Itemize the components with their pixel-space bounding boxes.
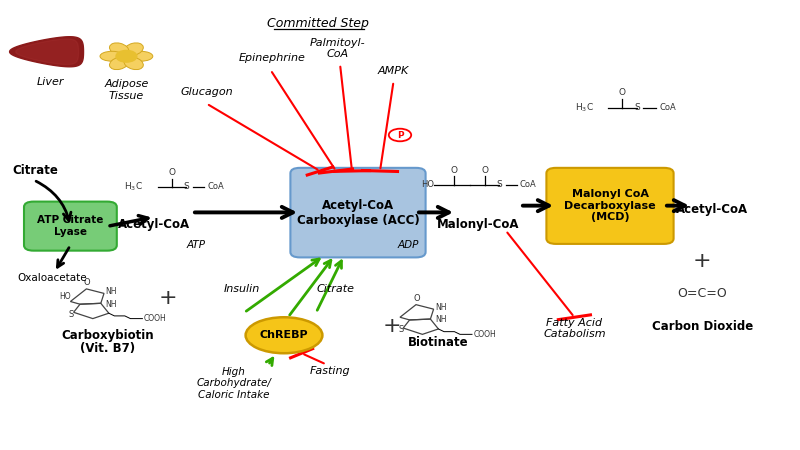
- Ellipse shape: [124, 57, 143, 70]
- Text: HO: HO: [58, 292, 70, 301]
- Ellipse shape: [110, 43, 129, 56]
- Text: NH: NH: [435, 315, 446, 324]
- Text: CoA: CoA: [207, 182, 224, 191]
- Text: $\mathregular{H_3C}$: $\mathregular{H_3C}$: [124, 180, 143, 193]
- Text: Malonyl CoA
Decarboxylase
(MCD): Malonyl CoA Decarboxylase (MCD): [564, 189, 656, 222]
- Text: O: O: [169, 168, 175, 177]
- Text: Citrate: Citrate: [317, 284, 355, 294]
- Text: O: O: [482, 166, 488, 175]
- Text: Epinephrine: Epinephrine: [238, 53, 306, 63]
- Text: Citrate: Citrate: [12, 164, 58, 176]
- Text: $\mathregular{H_3C}$: $\mathregular{H_3C}$: [574, 102, 594, 114]
- Circle shape: [116, 50, 137, 62]
- Text: CoA: CoA: [659, 104, 676, 112]
- FancyBboxPatch shape: [24, 202, 117, 251]
- Text: HO: HO: [422, 180, 434, 189]
- Ellipse shape: [124, 43, 143, 56]
- Text: S: S: [183, 182, 190, 191]
- Text: +: +: [693, 251, 712, 271]
- Text: Fatty Acid
Catabolism: Fatty Acid Catabolism: [543, 318, 606, 339]
- Text: Fasting: Fasting: [310, 366, 350, 376]
- Text: O: O: [619, 88, 626, 97]
- Text: Liver: Liver: [37, 77, 64, 87]
- Text: O: O: [84, 278, 90, 287]
- Text: Oxaloacetate: Oxaloacetate: [18, 273, 87, 283]
- Text: Acetyl-CoA
Carboxylase (ACC): Acetyl-CoA Carboxylase (ACC): [297, 198, 419, 227]
- Ellipse shape: [100, 51, 124, 61]
- Text: +: +: [382, 316, 402, 336]
- Circle shape: [389, 129, 411, 141]
- Text: S: S: [69, 310, 74, 319]
- FancyBboxPatch shape: [290, 168, 426, 257]
- Text: Biotinate: Biotinate: [408, 336, 469, 348]
- Text: O: O: [451, 166, 458, 175]
- Text: (Vit. B7): (Vit. B7): [81, 342, 135, 355]
- Text: COOH: COOH: [474, 330, 496, 339]
- Text: NH: NH: [106, 300, 117, 309]
- Text: ATP Citrate
Lyase: ATP Citrate Lyase: [38, 215, 103, 237]
- Polygon shape: [16, 39, 78, 64]
- Text: Acetyl-CoA: Acetyl-CoA: [676, 203, 748, 216]
- Text: ATP: ATP: [186, 240, 206, 250]
- FancyBboxPatch shape: [546, 168, 674, 244]
- Ellipse shape: [246, 317, 322, 353]
- Ellipse shape: [110, 57, 129, 70]
- Text: +: +: [158, 288, 178, 308]
- Text: Committed Step: Committed Step: [267, 17, 370, 30]
- Text: Carboxybiotin: Carboxybiotin: [62, 329, 154, 342]
- Text: CoA: CoA: [520, 180, 537, 189]
- Text: Palmitoyl-
CoA: Palmitoyl- CoA: [310, 38, 366, 59]
- Polygon shape: [10, 37, 83, 67]
- Text: Carbon Dioxide: Carbon Dioxide: [652, 320, 753, 333]
- Text: NH: NH: [106, 287, 117, 296]
- Text: ChREBP: ChREBP: [260, 330, 308, 340]
- Text: Malonyl-CoA: Malonyl-CoA: [437, 218, 520, 230]
- Text: Glucagon: Glucagon: [180, 87, 233, 97]
- Ellipse shape: [129, 51, 153, 61]
- Text: O: O: [414, 294, 420, 303]
- Text: Adipose
Tissue: Adipose Tissue: [104, 79, 149, 101]
- Text: S: S: [496, 180, 502, 189]
- Text: NH: NH: [435, 303, 446, 312]
- Text: Insulin: Insulin: [223, 284, 260, 294]
- Text: S: S: [634, 104, 640, 112]
- Text: High
Carbohydrate/
Caloric Intake: High Carbohydrate/ Caloric Intake: [196, 367, 271, 400]
- Text: P: P: [397, 130, 403, 140]
- Text: S: S: [398, 325, 403, 334]
- Text: COOH: COOH: [144, 314, 166, 323]
- Text: AMPK: AMPK: [378, 66, 410, 76]
- Text: ADP: ADP: [398, 240, 418, 250]
- Text: Acetyl-CoA: Acetyl-CoA: [118, 218, 190, 230]
- Text: O=C=O: O=C=O: [678, 287, 727, 300]
